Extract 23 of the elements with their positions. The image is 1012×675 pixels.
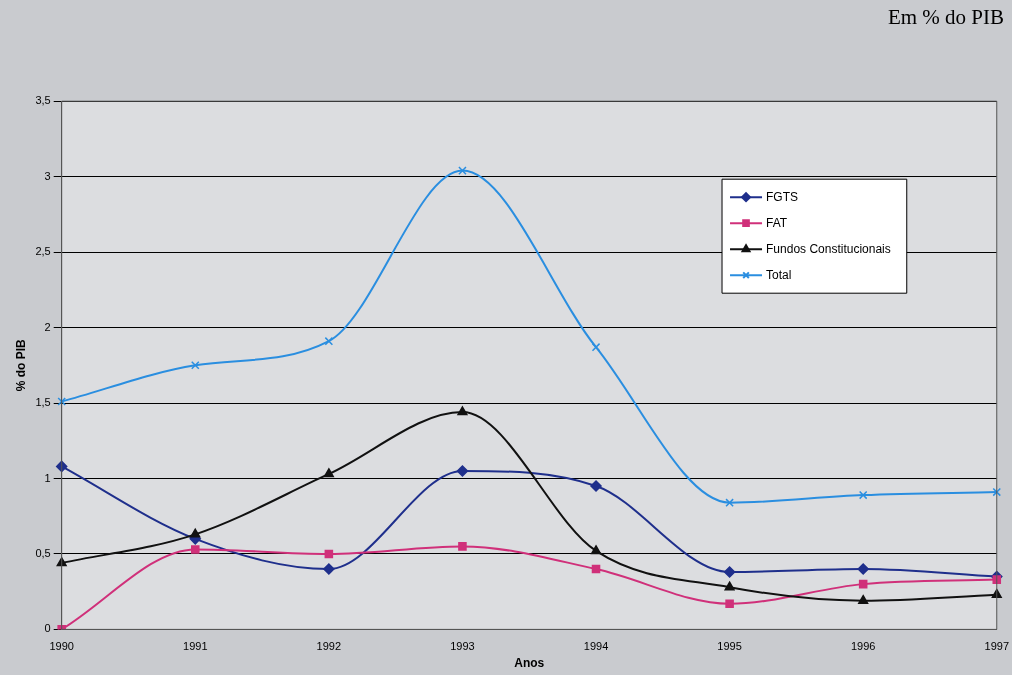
x-axis-title: Anos	[514, 656, 545, 671]
x-tick-label: 1990	[49, 640, 74, 653]
x-tick-label: 1993	[450, 640, 475, 653]
y-tick-label: 2	[44, 320, 51, 333]
legend-label: Total	[766, 267, 792, 282]
x-tick-label: 1991	[183, 640, 208, 653]
y-tick-label: 0	[44, 622, 51, 635]
y-tick-label: 3	[44, 169, 51, 182]
y-tick-label: 1,5	[35, 396, 51, 409]
legend-label: Fundos Constitucionais	[766, 241, 891, 256]
legend-label: FAT	[766, 215, 788, 230]
x-tick-label: 1994	[583, 640, 609, 653]
legend-label: FGTS	[766, 189, 799, 204]
chart-title: Em % do PIB	[887, 5, 1004, 30]
x-tick-label: 1996	[850, 640, 876, 653]
x-tick-label: 1995	[717, 640, 742, 653]
y-tick-label: 2,5	[35, 245, 51, 258]
y-axis-title: % do PIB	[13, 338, 28, 392]
y-tick-label: 1	[44, 471, 51, 484]
x-tick-label: 1992	[316, 640, 342, 653]
y-tick-label: 3,5	[35, 94, 51, 107]
y-tick-label: 0,5	[35, 546, 51, 559]
x-tick-label: 1997	[984, 640, 1010, 653]
